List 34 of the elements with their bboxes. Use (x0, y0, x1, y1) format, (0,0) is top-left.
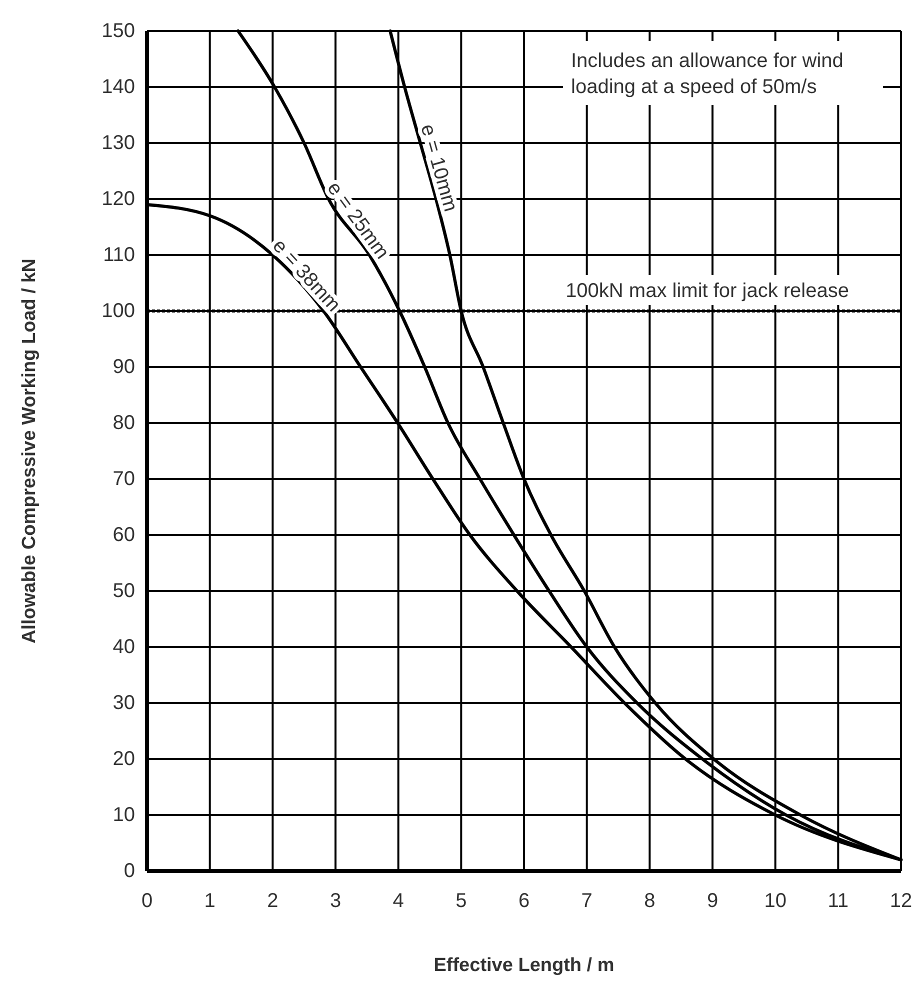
y-tick-label: 80 (112, 412, 135, 434)
x-tick-label: 4 (392, 890, 404, 912)
y-axis-title: Allowable Compressive Working Load / kN (19, 258, 40, 644)
y-tick-label: 30 (112, 692, 135, 714)
y-tick-label: 50 (112, 580, 135, 602)
y-tick-label: 20 (112, 748, 135, 770)
ref-line-label: 100kN max limit for jack release (566, 280, 849, 302)
x-tick-label: 5 (456, 890, 467, 912)
x-tick-label: 7 (581, 890, 592, 912)
x-tick-label: 12 (890, 890, 912, 912)
y-tick-label: 40 (112, 636, 135, 658)
annotation: Includes an allowance for wind loading at a speed of 50m/s (571, 50, 844, 98)
x-axis-title: Effective Length / m (434, 955, 614, 976)
y-tick-label: 100 (102, 300, 135, 322)
y-tick-label: 140 (102, 76, 135, 98)
x-tick-label: 8 (644, 890, 656, 912)
x-tick-label: 11 (828, 890, 849, 912)
x-tick-label: 1 (204, 890, 216, 912)
x-tick-label: 3 (330, 890, 342, 912)
y-tick-label: 90 (112, 356, 135, 378)
x-tick-label: 9 (706, 890, 718, 912)
y-tick-label: 0 (124, 860, 135, 882)
y-tick-label: 70 (112, 468, 135, 490)
y-tick-label: 150 (102, 20, 135, 42)
y-tick-label: 10 (112, 804, 135, 826)
text: e = 10mm (416, 122, 462, 214)
y-tick-label: 60 (112, 524, 135, 546)
x-tick-label: 10 (764, 890, 786, 912)
y-tick-label: 120 (102, 188, 135, 210)
y-tick-label: 110 (103, 244, 135, 266)
x-tick-label: 2 (267, 890, 278, 912)
x-tick-label: 0 (141, 890, 153, 912)
x-tick-label: 6 (518, 890, 530, 912)
y-tick-label: 130 (102, 132, 135, 154)
